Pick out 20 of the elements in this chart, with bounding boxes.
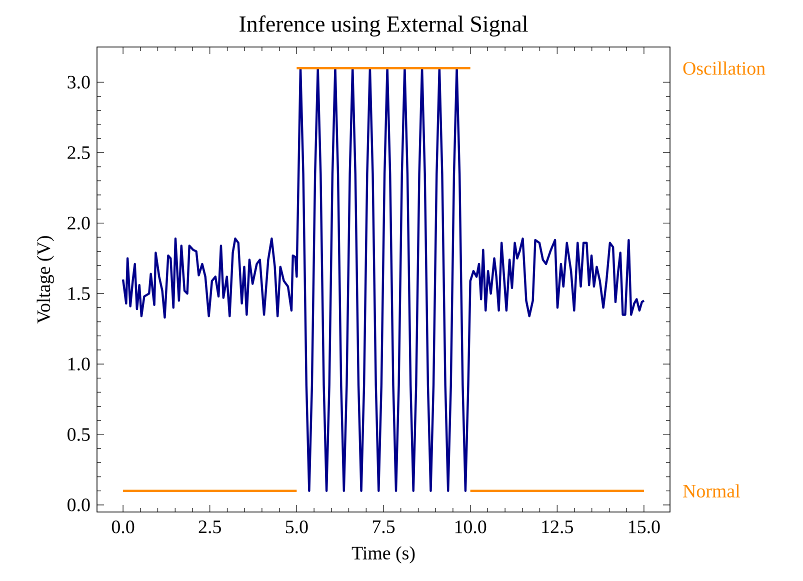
- x-tick-label: 15.0: [629, 520, 660, 534]
- y-tick-label: 2.0: [68, 216, 90, 230]
- y-axis-title: Voltage (V): [36, 236, 54, 324]
- y-tick-label: 1.5: [68, 287, 90, 300]
- line-series: [122, 67, 646, 492]
- x-axis-title: Time (s): [352, 546, 415, 564]
- x-tick-label: 10.0: [455, 520, 486, 534]
- x-tick-label: 0.0: [112, 520, 134, 534]
- x-tick-label: 2.5: [198, 520, 221, 534]
- x-tick-label: 7.5: [372, 520, 395, 534]
- text: Oscillation: [683, 61, 766, 75]
- y-tick-label: 1.0: [68, 358, 90, 370]
- y-tick-label: 3.0: [68, 76, 90, 89]
- text: Normal: [683, 484, 740, 498]
- x-tick-label: 12.5: [542, 520, 573, 534]
- y-tick-label: 2.5: [68, 146, 90, 160]
- y-tick-label: 0.0: [68, 498, 90, 512]
- x-tick-label: 5.0: [286, 520, 308, 534]
- y-tick-label: 0.5: [68, 428, 90, 441]
- chart-title: Inference using External Signal: [240, 15, 528, 37]
